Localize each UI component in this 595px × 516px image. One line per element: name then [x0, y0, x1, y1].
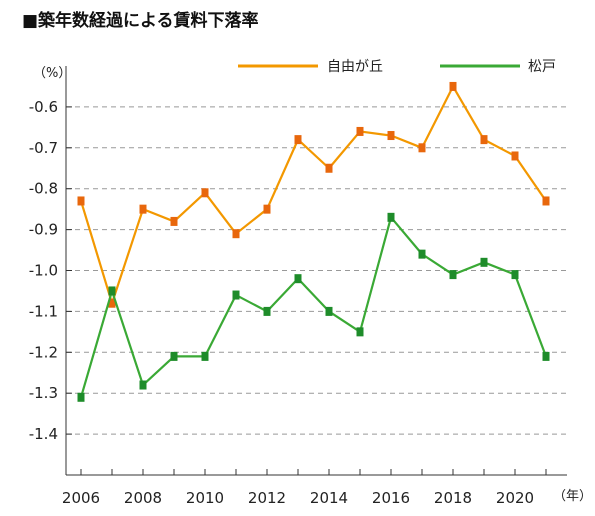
data-point — [356, 327, 364, 337]
y-tick-label: -1.4 — [29, 425, 58, 443]
data-point — [480, 257, 488, 267]
chart-title: ■築年数経過による賃料下落率 — [22, 10, 259, 31]
legend-label: 松戸 — [528, 59, 556, 75]
x-tick-label: 2010 — [186, 489, 224, 507]
data-point — [170, 351, 178, 361]
x-tick-label: 2014 — [310, 489, 348, 507]
data-point — [356, 126, 364, 136]
data-point — [449, 81, 457, 91]
data-point — [139, 204, 147, 214]
y-tick-label: -0.9 — [29, 221, 58, 239]
y-tick-label: -0.7 — [29, 139, 58, 157]
data-point — [263, 306, 271, 316]
data-point — [232, 229, 240, 239]
legend: 自由が丘 松戸 — [238, 59, 556, 75]
data-point — [201, 351, 209, 361]
data-point — [511, 270, 519, 280]
data-point — [170, 216, 178, 226]
y-tick-label: -0.6 — [29, 98, 58, 116]
y-tick-label: -1.0 — [29, 262, 58, 280]
data-point — [294, 135, 302, 145]
y-tick-label: -1.1 — [29, 302, 58, 320]
data-point — [201, 188, 209, 198]
x-tick-label: 2016 — [372, 489, 410, 507]
x-tick-label: 2006 — [62, 489, 100, 507]
data-point — [263, 204, 271, 214]
tick-labels: -0.6 -0.7 -0.8 -0.9 -1.0 -1.1 -1.2 -1.3 -1.4 2006… — [29, 98, 534, 507]
data-point — [325, 306, 333, 316]
data-point — [294, 274, 302, 284]
data-point — [325, 163, 333, 173]
x-tick-label: 2012 — [248, 489, 286, 507]
axes — [65, 66, 567, 476]
data-point — [542, 351, 550, 361]
data-point — [77, 392, 85, 402]
data-point — [387, 131, 395, 141]
y-tick-label: -1.3 — [29, 384, 58, 402]
x-tick-label: 2020 — [496, 489, 534, 507]
x-tick-label: 2018 — [434, 489, 472, 507]
grid — [66, 106, 567, 435]
series-line-1 — [79, 85, 547, 305]
data-point — [449, 270, 457, 280]
x-tick-label: 2008 — [124, 489, 162, 507]
data-point — [387, 212, 395, 222]
y-unit-label: （%） — [33, 66, 71, 81]
data-point — [108, 286, 116, 296]
y-tick-label: -0.8 — [29, 180, 58, 198]
data-point — [480, 135, 488, 145]
data-point — [108, 298, 116, 308]
legend-label: 自由が丘 — [327, 59, 383, 75]
data-point — [139, 380, 147, 390]
data-point — [542, 196, 550, 206]
x-unit-label: （年） — [553, 489, 592, 504]
y-tick-label: -1.2 — [29, 343, 58, 361]
data-point — [418, 249, 426, 259]
series-line-2 — [79, 216, 548, 398]
data-point — [232, 290, 240, 300]
data-point — [511, 151, 519, 161]
data-point — [418, 143, 426, 153]
data-point — [77, 196, 85, 206]
series-layer — [77, 81, 550, 402]
